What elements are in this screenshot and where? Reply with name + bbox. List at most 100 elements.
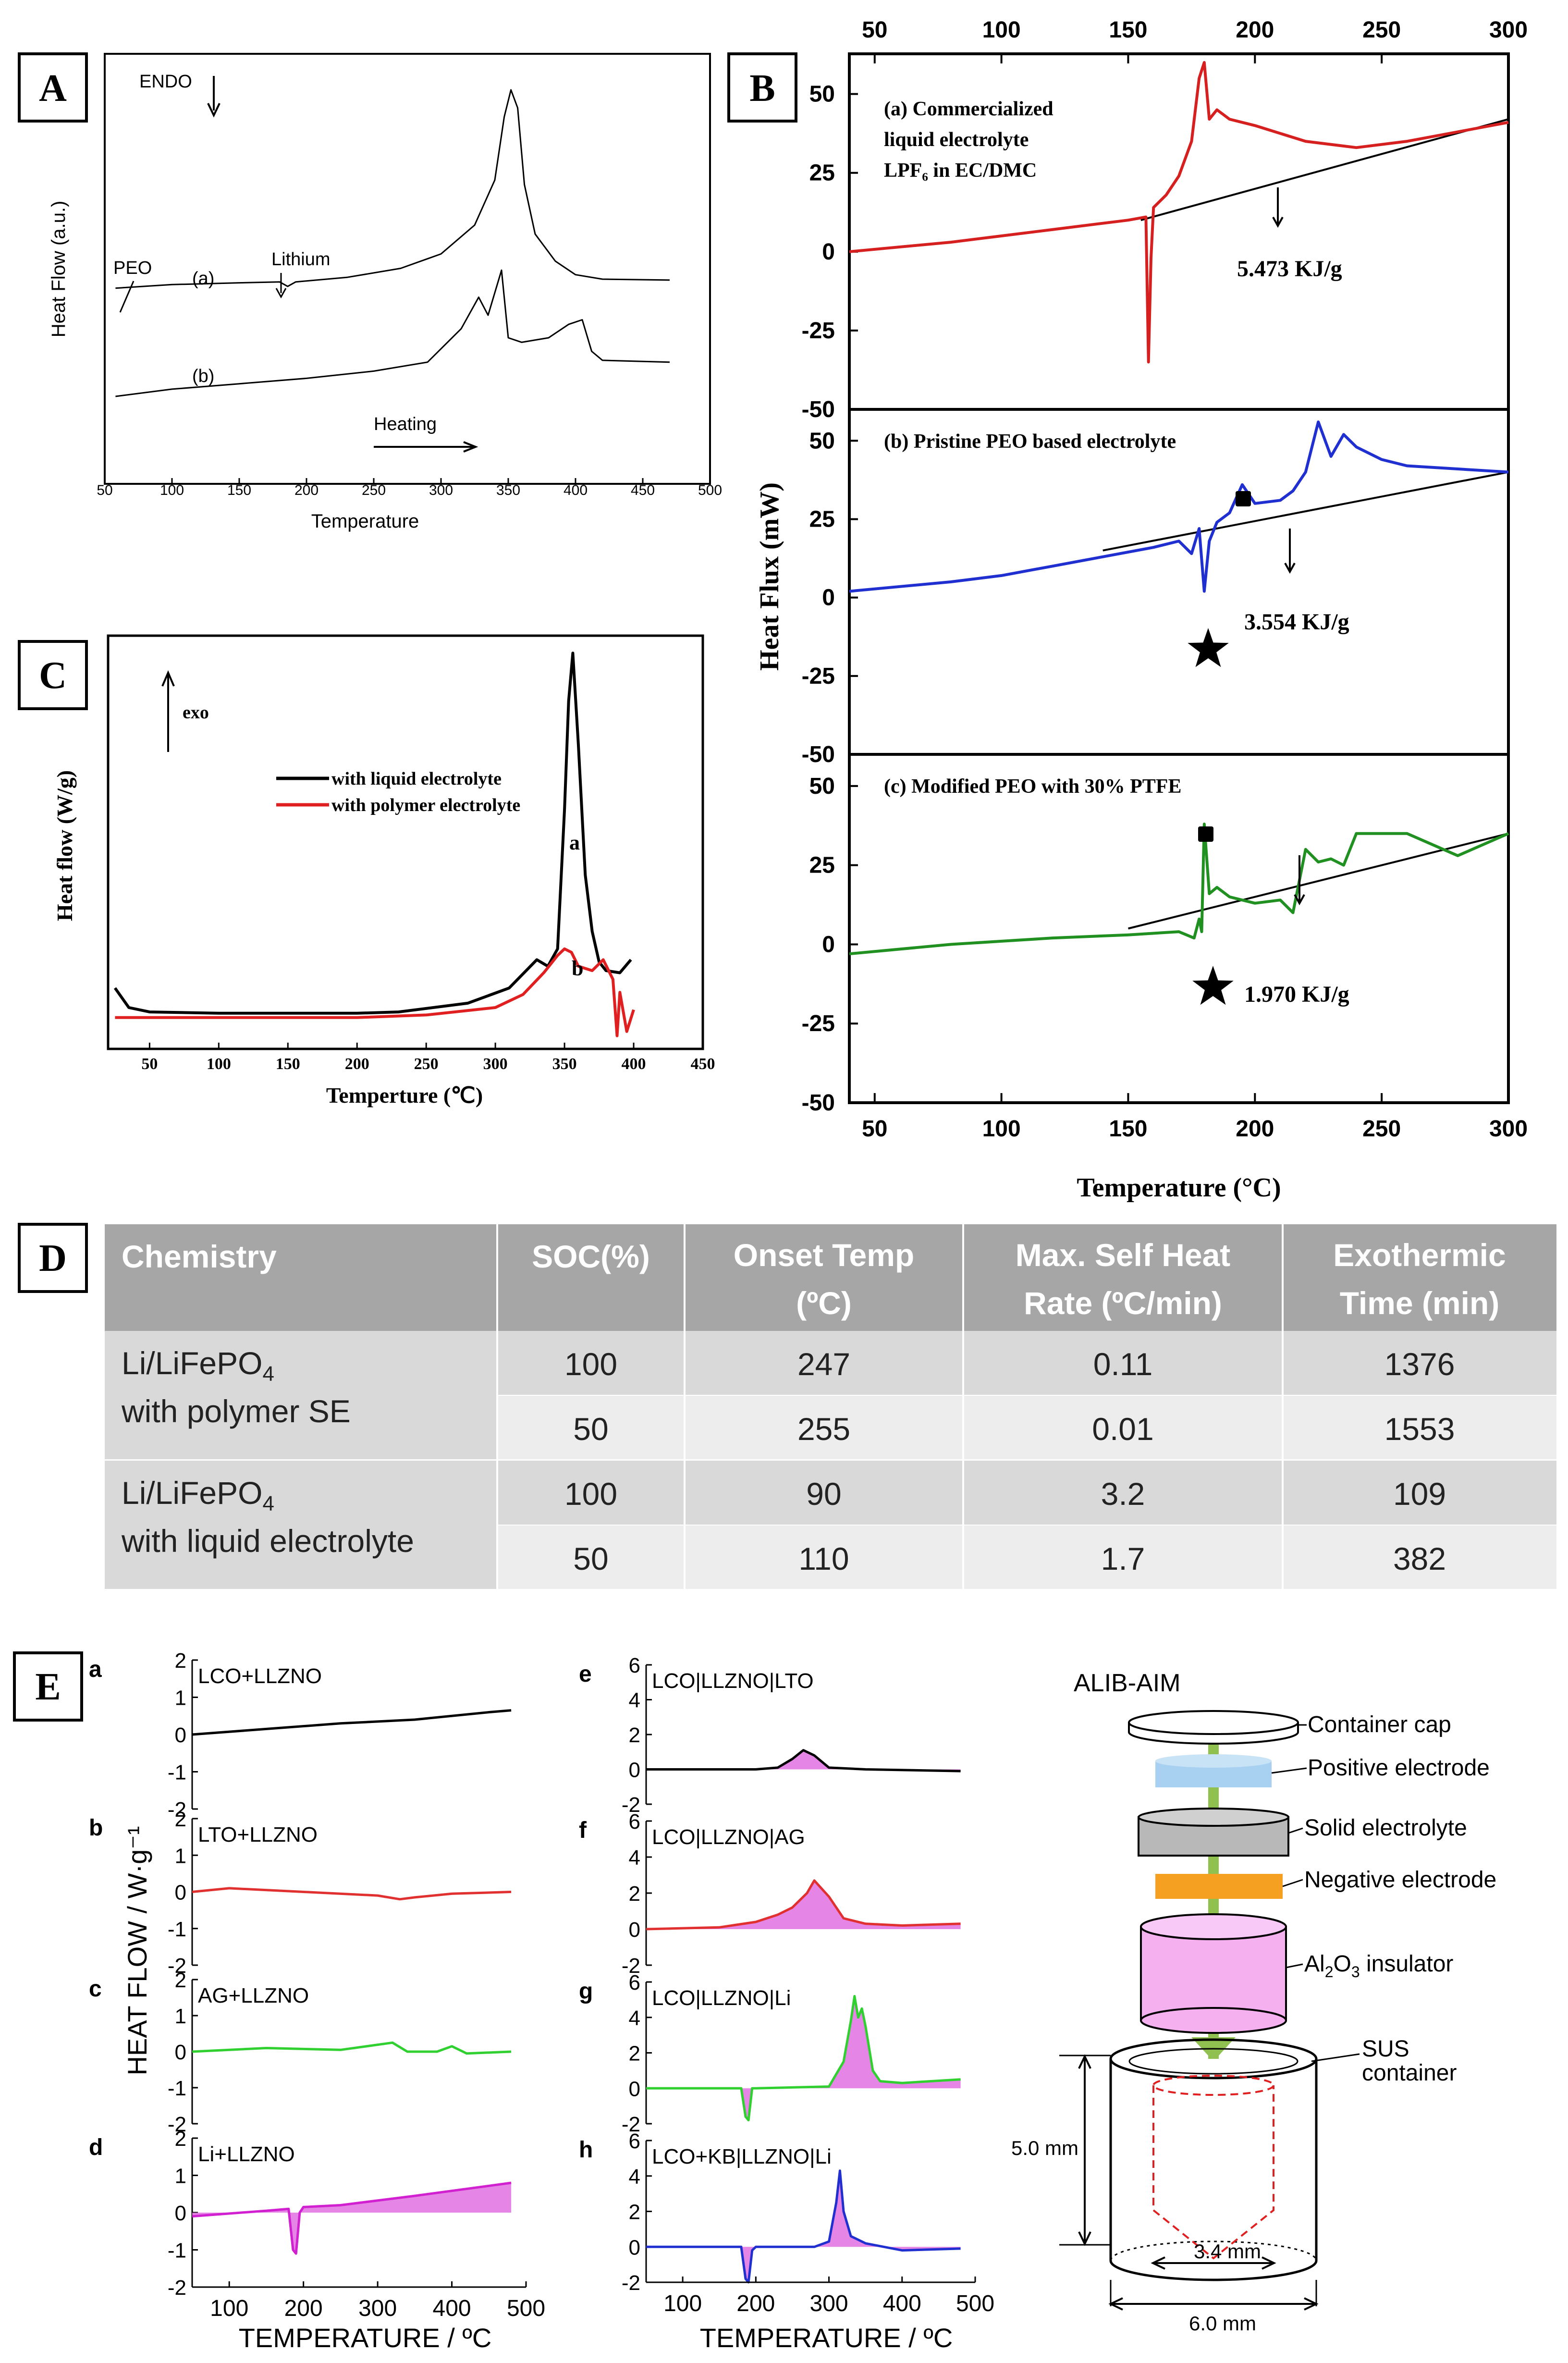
dim-inner-arrows <box>1151 2256 1276 2270</box>
label-sus-container: container <box>1362 2060 1457 2086</box>
series-label-a-a: (a) <box>192 269 214 289</box>
table-header-cell: (ºC) <box>796 1285 852 1321</box>
y-tick-label-b: 50 <box>809 774 835 799</box>
x-tick-label-e: 400 <box>433 2296 471 2321</box>
baseline-b-2 <box>1128 832 1509 930</box>
table-cell: 100 <box>564 1476 617 1512</box>
subplot-letter-e: d <box>89 2135 103 2160</box>
dim-outer-arrows <box>1108 2297 1319 2311</box>
annotation-heating: Heating <box>374 414 437 434</box>
x-tick-label-b-bottom: 50 <box>862 1116 887 1142</box>
subplot-label-e: Li+LLZNO <box>198 2142 295 2166</box>
table-row-bg <box>497 1526 1556 1590</box>
y-tick-label-b: 50 <box>809 82 835 107</box>
x-tick-label-b-bottom: 250 <box>1362 1116 1401 1142</box>
y-axis-label-e: HEAT FLOW / W·g⁻¹ <box>122 1826 152 2075</box>
y-tick-label-e: 2 <box>175 1649 186 1673</box>
table-header-cell: Time (min) <box>1340 1285 1499 1321</box>
y-tick-label-b: 25 <box>809 506 835 532</box>
leader-solid <box>1288 1827 1303 1834</box>
leader-pos <box>1271 1767 1307 1774</box>
annotation-exo: exo <box>183 702 209 723</box>
x-tick-label-b-bottom: 300 <box>1489 1116 1528 1142</box>
table-cell: 50 <box>573 1541 608 1576</box>
y-tick-label-e: 0 <box>629 2077 640 2101</box>
x-tick-label-b-bottom: 200 <box>1236 1116 1274 1142</box>
x-tick-label-e: 100 <box>663 2291 702 2316</box>
x-tick-label-e: 400 <box>883 2291 921 2316</box>
y-tick-label-e: 0 <box>629 2236 640 2259</box>
y-tick-label-e: 0 <box>175 1723 186 1747</box>
y-tick-label-e: 6 <box>629 1654 640 1677</box>
series-line-e-a <box>192 1709 512 1736</box>
table-chem-bg <box>105 1461 497 1590</box>
panel-label-a: A <box>39 67 67 110</box>
x-tick-label-b-top: 200 <box>1236 17 1274 43</box>
container-cap-top <box>1128 1710 1299 1735</box>
table-cell: 90 <box>806 1476 841 1512</box>
curve-label-b: b <box>572 957 583 980</box>
series-line-e-d <box>192 2181 512 2255</box>
curve-label-a: a <box>569 831 580 854</box>
table-chem-name: Li/LiFePO4 <box>122 1475 274 1515</box>
x-tick-label-a: 250 <box>362 482 386 498</box>
annotation-lithium: Lithium <box>271 249 331 270</box>
y-tick-label-e: 1 <box>175 1844 186 1868</box>
y-axis-label-c: Heat flow (W/g) <box>52 770 77 921</box>
plot-frame-c <box>107 634 704 1050</box>
x-tick-label-b-top: 250 <box>1362 17 1401 43</box>
y-tick-label-e: 2 <box>175 2127 186 2151</box>
x-axis-a: 50 100 150 200 250 300 350 400 450 500 <box>97 478 722 498</box>
enthalpy-arrow-head-b-0 <box>1272 217 1284 228</box>
panel-b: B 50501001001501502002002502503003005025… <box>727 17 1528 1203</box>
x-tick-label-a: 100 <box>160 482 184 498</box>
heating-arrow-head <box>463 441 478 453</box>
leader-neg <box>1282 1879 1303 1887</box>
y-tick-label-b: -50 <box>802 397 835 422</box>
subplot-letter-e: g <box>579 1979 593 2004</box>
sus-container-rim-inner <box>1128 2048 1298 2075</box>
peo-arrow <box>119 281 135 313</box>
label-al2o3: Al2O3 insulator <box>1304 1951 1453 1981</box>
subplot-letter-e: e <box>579 1661 592 1687</box>
y-tick-label-e: 1 <box>175 2005 186 2028</box>
x-axis-label-e-mid: TEMPERATURE / ºC <box>700 2323 953 2353</box>
y-tick-label-e: 2 <box>175 1969 186 1992</box>
x-tick-label-a: 150 <box>227 482 251 498</box>
peak-fill-e <box>646 1750 961 1772</box>
x-tick-label-a: 200 <box>294 482 318 498</box>
y-tick-label-e: 6 <box>629 1971 640 1994</box>
table-cell: 1553 <box>1384 1411 1455 1447</box>
table-chem-line2: with polymer SE <box>121 1393 351 1429</box>
table-chem-sub: 4 <box>262 1492 274 1515</box>
panel-label-box-b <box>727 52 797 123</box>
x-axis-label-e-left: TEMPERATURE / ºC <box>239 2323 492 2353</box>
label-inner: 3.4 mm <box>1194 2240 1261 2263</box>
table-cell: 0.01 <box>1092 1411 1153 1447</box>
table-cell: 247 <box>797 1346 850 1382</box>
y-tick-label-e: 2 <box>629 1723 640 1747</box>
label-positive-electrode: Positive electrode <box>1308 1755 1490 1781</box>
y-tick-label-b: -25 <box>802 664 835 689</box>
subplot-letter-e: b <box>89 1815 103 1841</box>
series-line-b-2 <box>849 823 1509 956</box>
y-tick-label-e: 4 <box>629 2006 640 2030</box>
series-line-e-b <box>192 1887 512 1901</box>
x-tick-label-a: 500 <box>698 482 722 498</box>
table-header-cell: Max. Self Heat <box>1016 1237 1231 1273</box>
sus-container-rim-outer <box>1109 2038 1318 2080</box>
y-tick-label-b: -25 <box>802 318 835 344</box>
subplot-title-b-1: (b) Pristine PEO based electrolyte <box>884 431 1176 453</box>
x-tick-label-c: 300 <box>483 1055 508 1073</box>
y-tick-label-b: 25 <box>809 853 835 878</box>
y-axis-label-b: Heat Flux (mW) <box>755 482 784 671</box>
subplot-letter-e: f <box>579 1818 587 1843</box>
marker-square-c <box>1198 826 1213 842</box>
x-axis-label-a: Temperature <box>311 511 419 532</box>
subplot-title-b-2: (c) Modified PEO with 30% PTFE <box>884 775 1181 798</box>
leader-al2o3 <box>1286 1963 1303 1969</box>
endo-arrow-head <box>207 103 220 118</box>
label-container-cap: Container cap <box>1308 1712 1451 1737</box>
x-tick-label-c: 450 <box>691 1055 715 1073</box>
marker-star-c <box>1192 966 1234 1005</box>
